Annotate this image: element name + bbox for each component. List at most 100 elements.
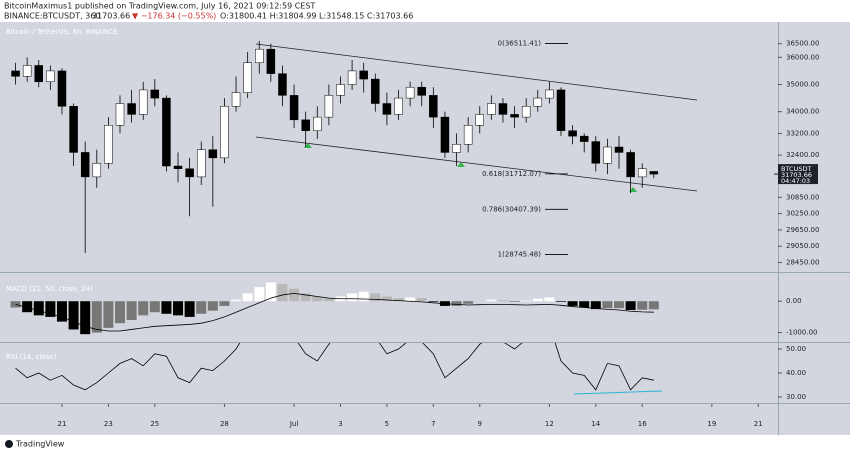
y-tick-label: 30850.00	[786, 193, 819, 201]
x-tick-label: 3	[338, 420, 342, 428]
macd-bar	[648, 301, 659, 310]
x-tick-label: 16	[638, 420, 647, 428]
x-tick-label: 5	[385, 420, 389, 428]
ohlc: O:31800.41 H:31804.99 L:31548.15 C:31703…	[220, 12, 413, 21]
published: BitcoinMaximus1 published on TradingView…	[4, 2, 315, 11]
candle-body	[173, 165, 183, 169]
candle-body	[266, 48, 276, 74]
macd-bar	[56, 301, 67, 322]
candle-body	[568, 130, 577, 137]
candle-body	[57, 70, 67, 107]
candle-body	[475, 114, 485, 126]
candle-body	[289, 95, 299, 121]
y-tick-label: 35000.00	[786, 81, 819, 89]
y-tick-label: 40.00	[786, 369, 806, 377]
macd-bar	[22, 301, 33, 313]
candle-body	[80, 152, 90, 178]
y-tick-label: 34000.00	[786, 108, 819, 116]
candle-body	[150, 89, 160, 99]
macd-bar	[602, 301, 613, 309]
channel-bottom	[255, 136, 698, 192]
candle-body	[626, 152, 635, 178]
macd-bar	[196, 301, 207, 314]
macd-bar	[381, 296, 392, 302]
price-tag-bg	[778, 164, 818, 185]
candle-body	[301, 119, 310, 131]
x-tick-label: 21	[754, 420, 763, 428]
macd-bar	[68, 301, 79, 330]
candle-body	[487, 103, 496, 115]
candle-body	[127, 103, 136, 115]
price-tag-countdown: 04:47:03	[781, 177, 810, 185]
x-tick-label: 12	[545, 420, 554, 428]
macd-bar	[497, 300, 508, 302]
rsi-trendline	[573, 390, 663, 395]
macd-bar	[300, 293, 311, 302]
x-tick-label: 14	[591, 420, 600, 428]
macd-bar	[33, 301, 44, 316]
macd-bar	[579, 301, 590, 308]
candle-body	[649, 171, 659, 175]
header-bg	[0, 0, 850, 22]
chart-bg	[0, 22, 850, 435]
candle-body	[521, 105, 531, 118]
macd-bar	[207, 301, 218, 311]
macd-bar	[486, 299, 497, 302]
logo-icon	[5, 440, 13, 448]
footer-bg	[0, 435, 850, 453]
macd-bar	[416, 298, 427, 302]
macd-bar	[451, 301, 462, 306]
x-tick-label: 28	[220, 420, 229, 428]
macd-bar	[323, 298, 334, 302]
rsi-line	[15, 343, 654, 391]
candle-body	[394, 97, 403, 115]
macd-bar	[277, 283, 288, 302]
macd-bar	[567, 301, 578, 306]
macd-title: MACD (21, 50, close, 24)	[6, 285, 93, 293]
candle-body	[34, 65, 44, 83]
fib-label: 0(36511.41)	[498, 39, 542, 47]
macd-bar	[370, 293, 381, 302]
y-tick-label: 0.00	[786, 297, 802, 305]
macd-plot	[10, 282, 659, 335]
macd-bar	[161, 301, 172, 314]
fib-label: 0.618(31712.07)	[482, 170, 541, 178]
macd-bar	[555, 301, 566, 302]
candle-body	[510, 114, 519, 118]
candle-body	[603, 146, 612, 164]
macd-bar	[405, 297, 416, 302]
symbol: BINANCE:BTCUSDT, 360	[4, 12, 100, 21]
candle-body	[92, 163, 102, 178]
candle-body	[46, 70, 55, 83]
macd-bar	[463, 301, 474, 304]
macd-bar	[289, 288, 300, 302]
x-tick-label: 7	[431, 420, 435, 428]
macd-bar	[625, 301, 636, 311]
candle-body	[463, 125, 473, 145]
candle-body	[533, 97, 543, 107]
channel-top	[255, 43, 698, 101]
macd-bar	[231, 299, 242, 302]
macd-bar	[114, 301, 125, 324]
candle-body	[69, 105, 78, 153]
change: ▼ −176.34 (−0.55%)	[132, 12, 216, 21]
candle-body	[22, 65, 32, 77]
macd-bar	[312, 296, 323, 302]
candle-body	[11, 70, 20, 77]
candle-body	[440, 116, 450, 153]
candle-body	[452, 144, 461, 153]
candle-body	[208, 149, 218, 159]
macd-bar	[149, 301, 160, 313]
macd-bar	[80, 301, 91, 335]
candle-body	[162, 97, 171, 167]
macd-bar	[521, 300, 532, 302]
macd-bar	[590, 301, 601, 310]
macd-bar	[393, 298, 404, 302]
macd-bar	[614, 301, 625, 309]
candle-body	[243, 62, 252, 93]
main-title: Bitcoin / TetherUS, 6h, BINANCE	[6, 28, 117, 36]
y-tick-label: 36500.00	[786, 40, 819, 48]
macd-bar	[138, 301, 149, 316]
